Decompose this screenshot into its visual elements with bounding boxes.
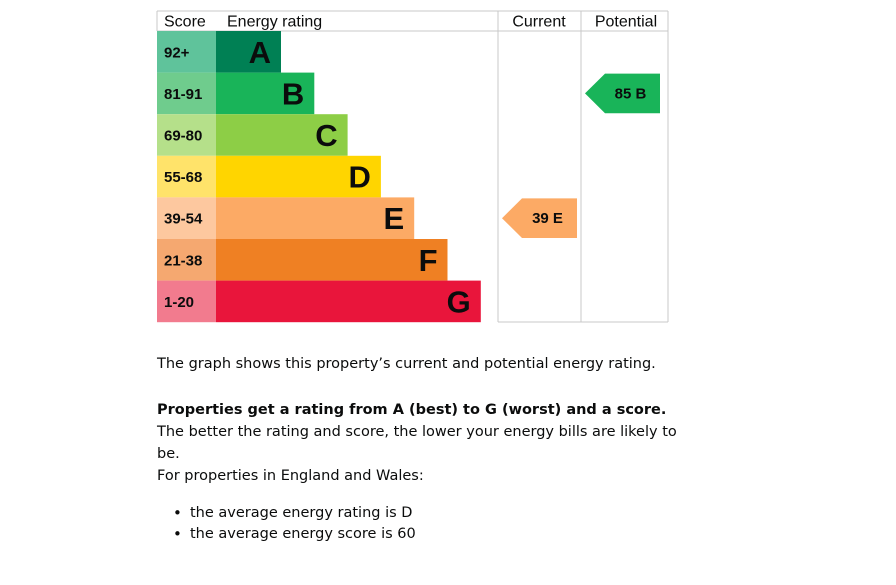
rating-bar-a bbox=[216, 31, 281, 73]
header-current: Current bbox=[512, 14, 566, 31]
rating-bar-d bbox=[216, 155, 381, 198]
rating-explanation-rest: The better the rating and score, the low… bbox=[157, 424, 677, 462]
score-range-g: 1-20 bbox=[164, 294, 194, 311]
averages-list: the average energy rating is D the avera… bbox=[157, 503, 416, 545]
header-potential: Potential bbox=[595, 14, 657, 31]
rating-letter-a: A bbox=[249, 35, 271, 70]
rating-bar-c bbox=[216, 114, 348, 156]
rating-explanation-bold: Properties get a rating from A (best) to… bbox=[157, 402, 667, 418]
rating-bar-b bbox=[216, 72, 315, 115]
rating-letter-e: E bbox=[384, 201, 405, 236]
score-cell-e bbox=[157, 197, 216, 239]
header-energy-rating: Energy rating bbox=[227, 14, 322, 31]
score-range-b: 81-91 bbox=[164, 86, 202, 103]
potential-rating-arrow bbox=[585, 73, 660, 114]
rating-bands: 92+ A 81-91 B 69-80 C 55-68 D 39-54 E 21-38 F 1-20 G bbox=[157, 31, 481, 323]
score-cell-g bbox=[157, 280, 216, 323]
rating-letter-g: G bbox=[447, 284, 471, 319]
score-cell-a bbox=[157, 31, 216, 73]
rating-letter-d: D bbox=[349, 160, 371, 195]
rating-bar-f bbox=[216, 239, 448, 281]
rating-explanation: Properties get a rating from A (best) to… bbox=[157, 399, 677, 465]
epc-chart: Score Energy rating Current Potential 92… bbox=[156, 10, 669, 323]
score-range-f: 21-38 bbox=[164, 252, 202, 269]
score-cell-d bbox=[157, 155, 216, 198]
score-cell-c bbox=[157, 114, 216, 156]
score-range-d: 55-68 bbox=[164, 169, 202, 186]
current-rating-arrow bbox=[502, 198, 577, 238]
potential-rating-label: 85 B bbox=[615, 85, 647, 102]
header-score: Score bbox=[164, 14, 206, 31]
rating-bar-g bbox=[216, 280, 481, 323]
score-range-a: 92+ bbox=[164, 44, 190, 61]
score-cell-b bbox=[157, 72, 216, 115]
rating-letter-f: F bbox=[419, 243, 438, 278]
chart-description: The graph shows this property’s current … bbox=[157, 356, 656, 372]
average-score-item: the average energy score is 60 bbox=[157, 524, 416, 545]
rating-letter-c: C bbox=[315, 118, 337, 153]
rating-markers: 39 E 85 B bbox=[502, 73, 660, 238]
score-range-e: 39-54 bbox=[164, 211, 203, 228]
rating-bar-e bbox=[216, 197, 415, 239]
average-rating-item: the average energy rating is D bbox=[157, 503, 416, 524]
current-rating-label: 39 E bbox=[532, 210, 563, 227]
region-intro: For properties in England and Wales: bbox=[157, 468, 424, 484]
score-cell-f bbox=[157, 239, 216, 281]
score-range-c: 69-80 bbox=[164, 128, 202, 145]
rating-letter-b: B bbox=[282, 76, 304, 111]
